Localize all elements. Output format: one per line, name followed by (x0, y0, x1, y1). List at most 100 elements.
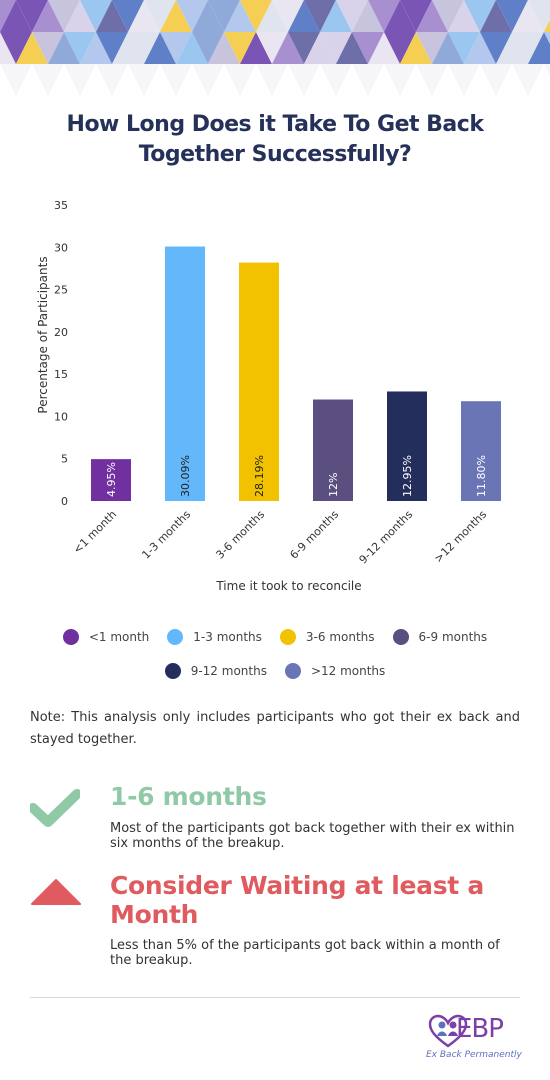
banner-triangle (448, 0, 480, 32)
banner-triangle (448, 64, 480, 96)
bar-value-label: 11.80% (475, 455, 488, 497)
banner-triangle (96, 64, 128, 96)
x-axis-ticks: <1 month 1-3 months 3-6 months 6-9 months 9-… (71, 508, 490, 567)
banner-triangle (400, 32, 432, 64)
banner-triangle (48, 0, 80, 32)
banner-triangle (128, 64, 160, 96)
bar-chart: 0 5 10 15 20 25 30 35 4.95% 30.09% 28.19% 12% 12.95… (36, 199, 501, 593)
banner-triangle (256, 64, 288, 96)
y-tick-label: 15 (54, 368, 68, 381)
checkmark-icon (30, 789, 80, 827)
callout-body: Most of the participants got back togeth… (110, 821, 515, 851)
banner-triangle (368, 32, 400, 64)
legend-item: >12 months (284, 663, 385, 679)
legend-label: 6-9 months (418, 630, 488, 644)
legend-swatch (284, 663, 301, 679)
banner-triangle (256, 0, 288, 32)
bar-value-labels: 4.95% 30.09% 28.19% 12% 12.95% 11.80% (105, 455, 488, 497)
banner-triangle (224, 0, 256, 32)
y-tick-label: 20 (54, 326, 68, 339)
banner-triangle (448, 32, 480, 64)
banner-triangle (496, 32, 528, 64)
y-tick-label: 35 (54, 199, 68, 212)
banner-triangle (16, 0, 48, 32)
banner-triangle (304, 32, 336, 64)
legend-label: 3-6 months (305, 630, 375, 644)
banner-triangle (384, 0, 416, 32)
banner-triangle (112, 0, 144, 32)
x-tick-label: <1 month (71, 508, 119, 556)
chart-bars (91, 246, 501, 501)
banner-triangle (416, 0, 448, 32)
legend-label: 1-3 months (193, 630, 262, 644)
bar-value-label: 30.09% (179, 455, 192, 497)
divider (30, 997, 520, 998)
banner-triangle (176, 0, 208, 32)
x-tick-label: 9-12 months (356, 508, 415, 567)
banner-triangle (192, 64, 224, 96)
banner-triangle (496, 0, 528, 32)
banner-triangle (176, 32, 208, 64)
banner-triangle (96, 0, 128, 32)
banner-triangle (320, 32, 352, 64)
banner-triangle (320, 64, 352, 96)
banner-triangle (544, 32, 550, 44)
legend-row: <1 month 1-3 months 3-6 months 6-9 months (50, 620, 500, 654)
banner-triangle (240, 32, 272, 64)
banner-triangle (352, 32, 384, 64)
banner-triangle (32, 0, 64, 32)
x-tick-label: 3-6 months (213, 508, 267, 562)
bar (461, 401, 501, 501)
bar-value-label: 28.19% (253, 455, 266, 497)
banner-triangle (160, 64, 192, 96)
banner-triangle (480, 32, 512, 64)
legend-item: 1-3 months (167, 629, 262, 645)
analysis-note: Note: This analysis only includes partic… (30, 710, 520, 747)
banner-triangle (432, 32, 464, 64)
banner-triangle (0, 0, 32, 32)
banner-triangle (224, 64, 256, 96)
banner-triangle (96, 32, 128, 64)
callout-body: Less than 5% of the participants got bac… (110, 938, 500, 968)
x-tick-label: 1-3 months (139, 508, 193, 562)
logo-letters: EBP (456, 1014, 504, 1044)
banner-triangle (384, 64, 416, 96)
legend-swatch (62, 629, 79, 645)
y-tick-label: 25 (54, 284, 68, 297)
bar (239, 262, 279, 501)
bar (165, 246, 205, 501)
banner-triangle (480, 0, 512, 32)
y-tick-label: 30 (54, 241, 68, 254)
banner-triangle (208, 32, 240, 64)
banner-triangle (512, 0, 544, 32)
banner-triangle (352, 0, 384, 32)
banner-triangle (80, 32, 112, 64)
ebp-logo: EBP Ex Back Permanently (424, 1012, 522, 1066)
page-title: How Long Does it Take To Get Back Togeth… (66, 112, 484, 167)
decorative-triangle-banner (0, 0, 550, 96)
banner-triangle (320, 0, 352, 32)
banner-triangle (192, 32, 224, 64)
callout-timeframe: 1-6 months Most of the participants got … (30, 780, 520, 851)
banner-triangle (160, 32, 192, 64)
banner-triangle (368, 0, 400, 32)
banner-triangle (288, 32, 320, 64)
banner-triangle (80, 0, 112, 32)
banner-triangle (528, 0, 550, 32)
banner-triangle (336, 32, 368, 64)
banner-triangle (192, 0, 224, 32)
x-tick-label: 6-9 months (287, 508, 341, 562)
chart-legend: <1 month 1-3 months 3-6 months 6-9 months 9… (50, 620, 500, 688)
legend-swatch (167, 629, 184, 645)
y-axis-label: Percentage of Participants (36, 256, 50, 413)
banner-triangle (352, 64, 384, 96)
banner-triangle (464, 32, 496, 64)
banner-triangle (32, 32, 64, 64)
x-axis-label: Time it took to reconcile (215, 579, 361, 593)
banner-triangle (512, 64, 544, 96)
banner-triangle (144, 0, 176, 32)
banner-triangle (400, 0, 432, 32)
banner-triangle (208, 0, 240, 32)
banner-triangle (64, 64, 96, 96)
bar-value-label: 12% (327, 473, 340, 497)
